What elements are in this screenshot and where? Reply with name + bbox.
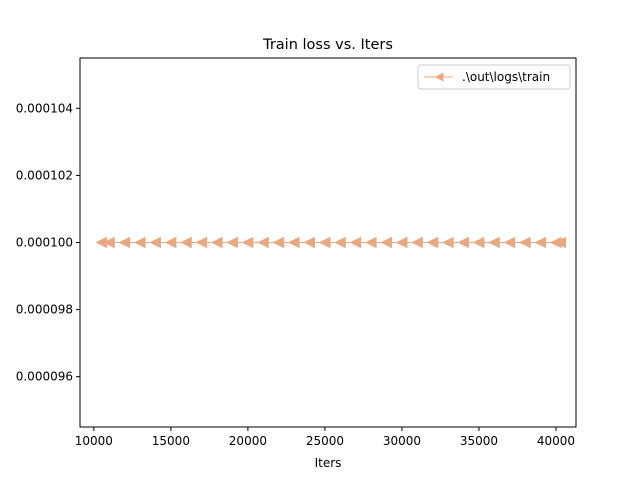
legend-box (417, 64, 571, 90)
data-point-marker (257, 236, 269, 249)
legend: .\out\logs\train (417, 64, 571, 90)
data-point-marker (488, 236, 500, 249)
plot-area-frame (79, 57, 577, 428)
data-point-marker (519, 236, 531, 249)
data-point-marker (442, 236, 454, 249)
data-point-marker (195, 236, 208, 249)
data-point-marker (534, 236, 547, 249)
data-point-marker (365, 236, 377, 249)
x-tick-label: 20000 (229, 434, 267, 448)
legend-marker-swatch (434, 72, 444, 82)
data-point-marker (287, 236, 300, 249)
data-point-marker (349, 236, 362, 249)
data-point-marker (411, 236, 423, 249)
data-point-marker (272, 236, 285, 249)
y-tick-label: 0.000102 (16, 168, 73, 182)
data-point-marker (318, 236, 331, 249)
x-tick-label: 40000 (537, 434, 575, 448)
chart-title: Train loss vs. Iters (262, 37, 393, 53)
data-point-marker (241, 236, 254, 249)
data-point-marker (503, 236, 516, 249)
data-point-marker (457, 236, 470, 249)
data-point-marker (472, 236, 485, 249)
data-point-marker (334, 236, 346, 249)
series-layer (95, 236, 567, 249)
x-axis-label: Iters (315, 456, 342, 470)
y-tick-label: 0.000098 (16, 303, 73, 317)
data-point-marker (303, 236, 316, 249)
legend-label: .\out\logs\train (462, 70, 550, 84)
data-point-marker (210, 236, 223, 249)
data-point-marker (149, 236, 161, 249)
y-axis-ticks: 0.000096 0.000098 0.000100 0.000102 0.000104 (16, 101, 80, 384)
x-tick-label: 15000 (152, 434, 190, 448)
x-tick-label: 25000 (306, 434, 344, 448)
x-axis-ticks: 10000 15000 20000 25000 30000 35000 40000 (75, 427, 575, 448)
x-tick-label: 35000 (460, 434, 498, 448)
x-tick-label: 30000 (383, 434, 421, 448)
data-point-marker (395, 236, 408, 249)
data-point-marker (133, 236, 146, 249)
y-tick-label: 0.000096 (16, 370, 73, 384)
data-point-marker (180, 236, 192, 249)
x-tick-label: 10000 (75, 434, 113, 448)
data-point-marker (226, 236, 238, 249)
data-point-marker (426, 236, 439, 249)
data-point-marker (380, 236, 393, 249)
y-tick-label: 0.000100 (16, 236, 73, 250)
data-point-marker (164, 236, 177, 249)
data-point-marker (103, 236, 115, 249)
data-point-marker (554, 236, 567, 249)
y-tick-label: 0.000104 (16, 101, 73, 115)
data-point-marker (118, 236, 131, 249)
